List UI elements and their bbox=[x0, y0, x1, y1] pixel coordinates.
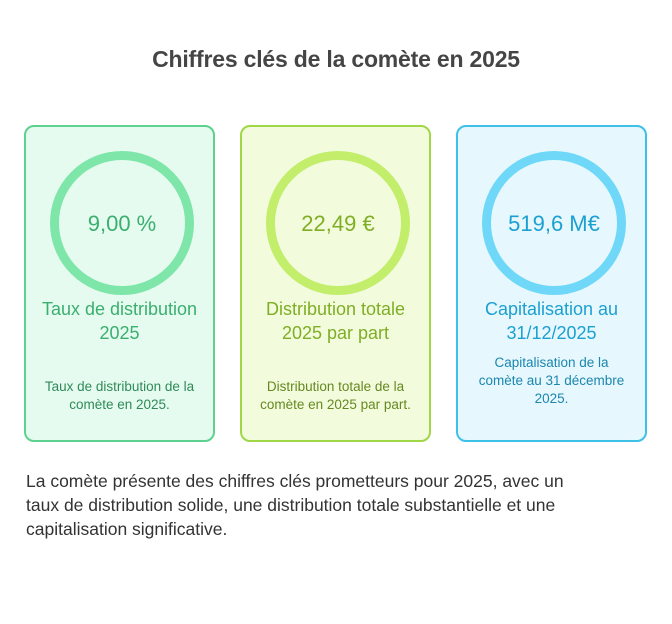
total-distribution-ring: 22,49 € bbox=[266, 151, 410, 295]
summary-text: La comète présente des chiffres clés pro… bbox=[26, 471, 564, 539]
distribution-rate-description: Taux de distribution de la comète en 202… bbox=[44, 379, 195, 412]
total-distribution-heading: Distribution totale 2025 par part bbox=[265, 299, 406, 343]
capitalisation-heading: Capitalisation au 31/12/2025 bbox=[484, 299, 619, 343]
distribution-rate-heading: Taux de distribution 2025 bbox=[41, 299, 198, 343]
distribution-rate-ring: 9,00 % bbox=[50, 151, 194, 295]
card-capitalisation: 519,6 M€ Capitalisation au 31/12/2025 Ca… bbox=[456, 125, 647, 442]
total-distribution-value: 22,49 € bbox=[301, 210, 375, 236]
capitalisation-description: Capitalisation de la comète au 31 décemb… bbox=[478, 355, 625, 406]
card-distribution-rate: 9,00 % Taux de distribution 2025 Taux de… bbox=[24, 125, 215, 442]
capitalisation-ring: 519,6 M€ bbox=[482, 151, 626, 295]
capitalisation-value: 519,6 M€ bbox=[508, 210, 600, 236]
card-total-distribution: 22,49 € Distribution totale 2025 par par… bbox=[240, 125, 431, 442]
total-distribution-description: Distribution totale de la comète en 2025… bbox=[260, 379, 411, 412]
distribution-rate-value: 9,00 % bbox=[87, 210, 157, 236]
page-title: Chiffres clés de la comète en 2025 bbox=[152, 46, 520, 72]
